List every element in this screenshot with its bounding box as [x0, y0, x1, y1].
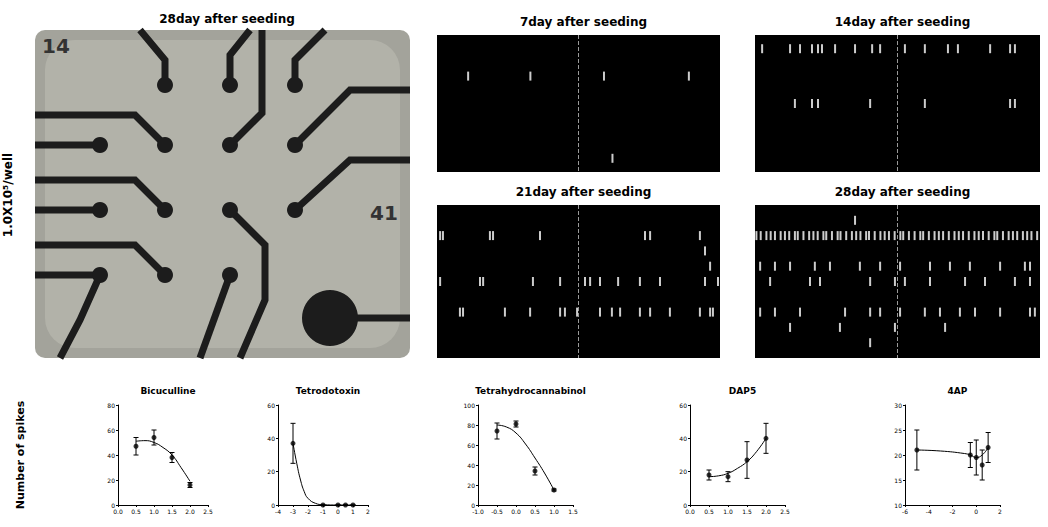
svg-text:15: 15: [894, 477, 902, 484]
svg-text:0: 0: [336, 508, 340, 515]
svg-text:100: 100: [464, 402, 476, 409]
svg-text:20: 20: [267, 468, 275, 475]
svg-text:0.0: 0.0: [113, 508, 123, 515]
svg-text:1.0: 1.0: [723, 508, 733, 515]
svg-text:0: 0: [271, 501, 275, 509]
svg-text:80: 80: [107, 402, 115, 409]
svg-text:-4: -4: [275, 508, 281, 515]
svg-text:80: 80: [467, 422, 475, 429]
svg-text:1.5: 1.5: [167, 508, 177, 515]
svg-text:0.0: 0.0: [511, 508, 521, 515]
svg-text:25: 25: [894, 427, 902, 434]
svg-text:Tetrahydrocannabinol: Tetrahydrocannabinol: [475, 386, 586, 396]
svg-text:4AP: 4AP: [948, 386, 968, 396]
svg-text:14: 14: [42, 34, 70, 58]
svg-text:0: 0: [683, 501, 687, 509]
svg-text:40: 40: [267, 435, 275, 442]
svg-text:21day after seeding: 21day after seeding: [516, 185, 652, 199]
svg-text:0: 0: [974, 508, 978, 515]
svg-text:-0.5: -0.5: [491, 508, 503, 515]
svg-text:2.0: 2.0: [761, 508, 771, 515]
svg-text:1.0: 1.0: [149, 508, 159, 515]
svg-text:30: 30: [894, 402, 902, 409]
svg-text:2.0: 2.0: [185, 508, 195, 515]
svg-text:0.5: 0.5: [704, 508, 714, 515]
svg-text:40: 40: [107, 452, 115, 459]
svg-text:1.5: 1.5: [742, 508, 752, 515]
svg-text:0: 0: [111, 501, 115, 509]
svg-text:1.0: 1.0: [549, 508, 559, 515]
svg-text:20: 20: [679, 468, 687, 475]
svg-text:1.0X10⁵/well: 1.0X10⁵/well: [1, 153, 15, 237]
svg-text:40: 40: [679, 435, 687, 442]
svg-text:-2: -2: [950, 508, 956, 515]
svg-text:60: 60: [467, 442, 475, 449]
svg-text:2: 2: [998, 508, 1002, 515]
svg-text:-2: -2: [305, 508, 311, 515]
svg-text:60: 60: [679, 402, 687, 409]
svg-text:Bicuculline: Bicuculline: [140, 386, 195, 396]
svg-text:7day after seeding: 7day after seeding: [520, 15, 647, 29]
svg-text:28day after seeding: 28day after seeding: [159, 12, 295, 26]
svg-text:28day after seeding: 28day after seeding: [835, 185, 971, 199]
svg-text:-3: -3: [290, 508, 296, 515]
svg-text:0.5: 0.5: [530, 508, 540, 515]
svg-text:Number of spikes: Number of spikes: [14, 400, 27, 509]
svg-text:-6: -6: [902, 508, 908, 515]
svg-text:2: 2: [366, 508, 370, 515]
svg-text:60: 60: [267, 402, 275, 409]
svg-text:2.5: 2.5: [203, 508, 213, 515]
svg-text:2.5: 2.5: [780, 508, 790, 515]
svg-text:14day after seeding: 14day after seeding: [835, 15, 971, 29]
svg-text:0.5: 0.5: [131, 508, 141, 515]
svg-text:10: 10: [894, 502, 902, 509]
svg-text:60: 60: [107, 427, 115, 434]
svg-text:20: 20: [107, 477, 115, 484]
svg-text:40: 40: [467, 462, 475, 469]
svg-text:-1: -1: [320, 508, 326, 515]
svg-text:1.5: 1.5: [568, 508, 578, 515]
svg-text:20: 20: [894, 452, 902, 459]
svg-text:1: 1: [351, 508, 355, 515]
svg-text:20: 20: [467, 482, 475, 489]
svg-text:Tetrodotoxin: Tetrodotoxin: [296, 386, 360, 396]
svg-text:-1.0: -1.0: [472, 508, 484, 515]
svg-text:41: 41: [370, 201, 398, 225]
svg-text:0: 0: [471, 501, 475, 509]
svg-text:0.0: 0.0: [685, 508, 695, 515]
svg-text:DAP5: DAP5: [729, 386, 756, 396]
svg-text:-4: -4: [926, 508, 932, 515]
